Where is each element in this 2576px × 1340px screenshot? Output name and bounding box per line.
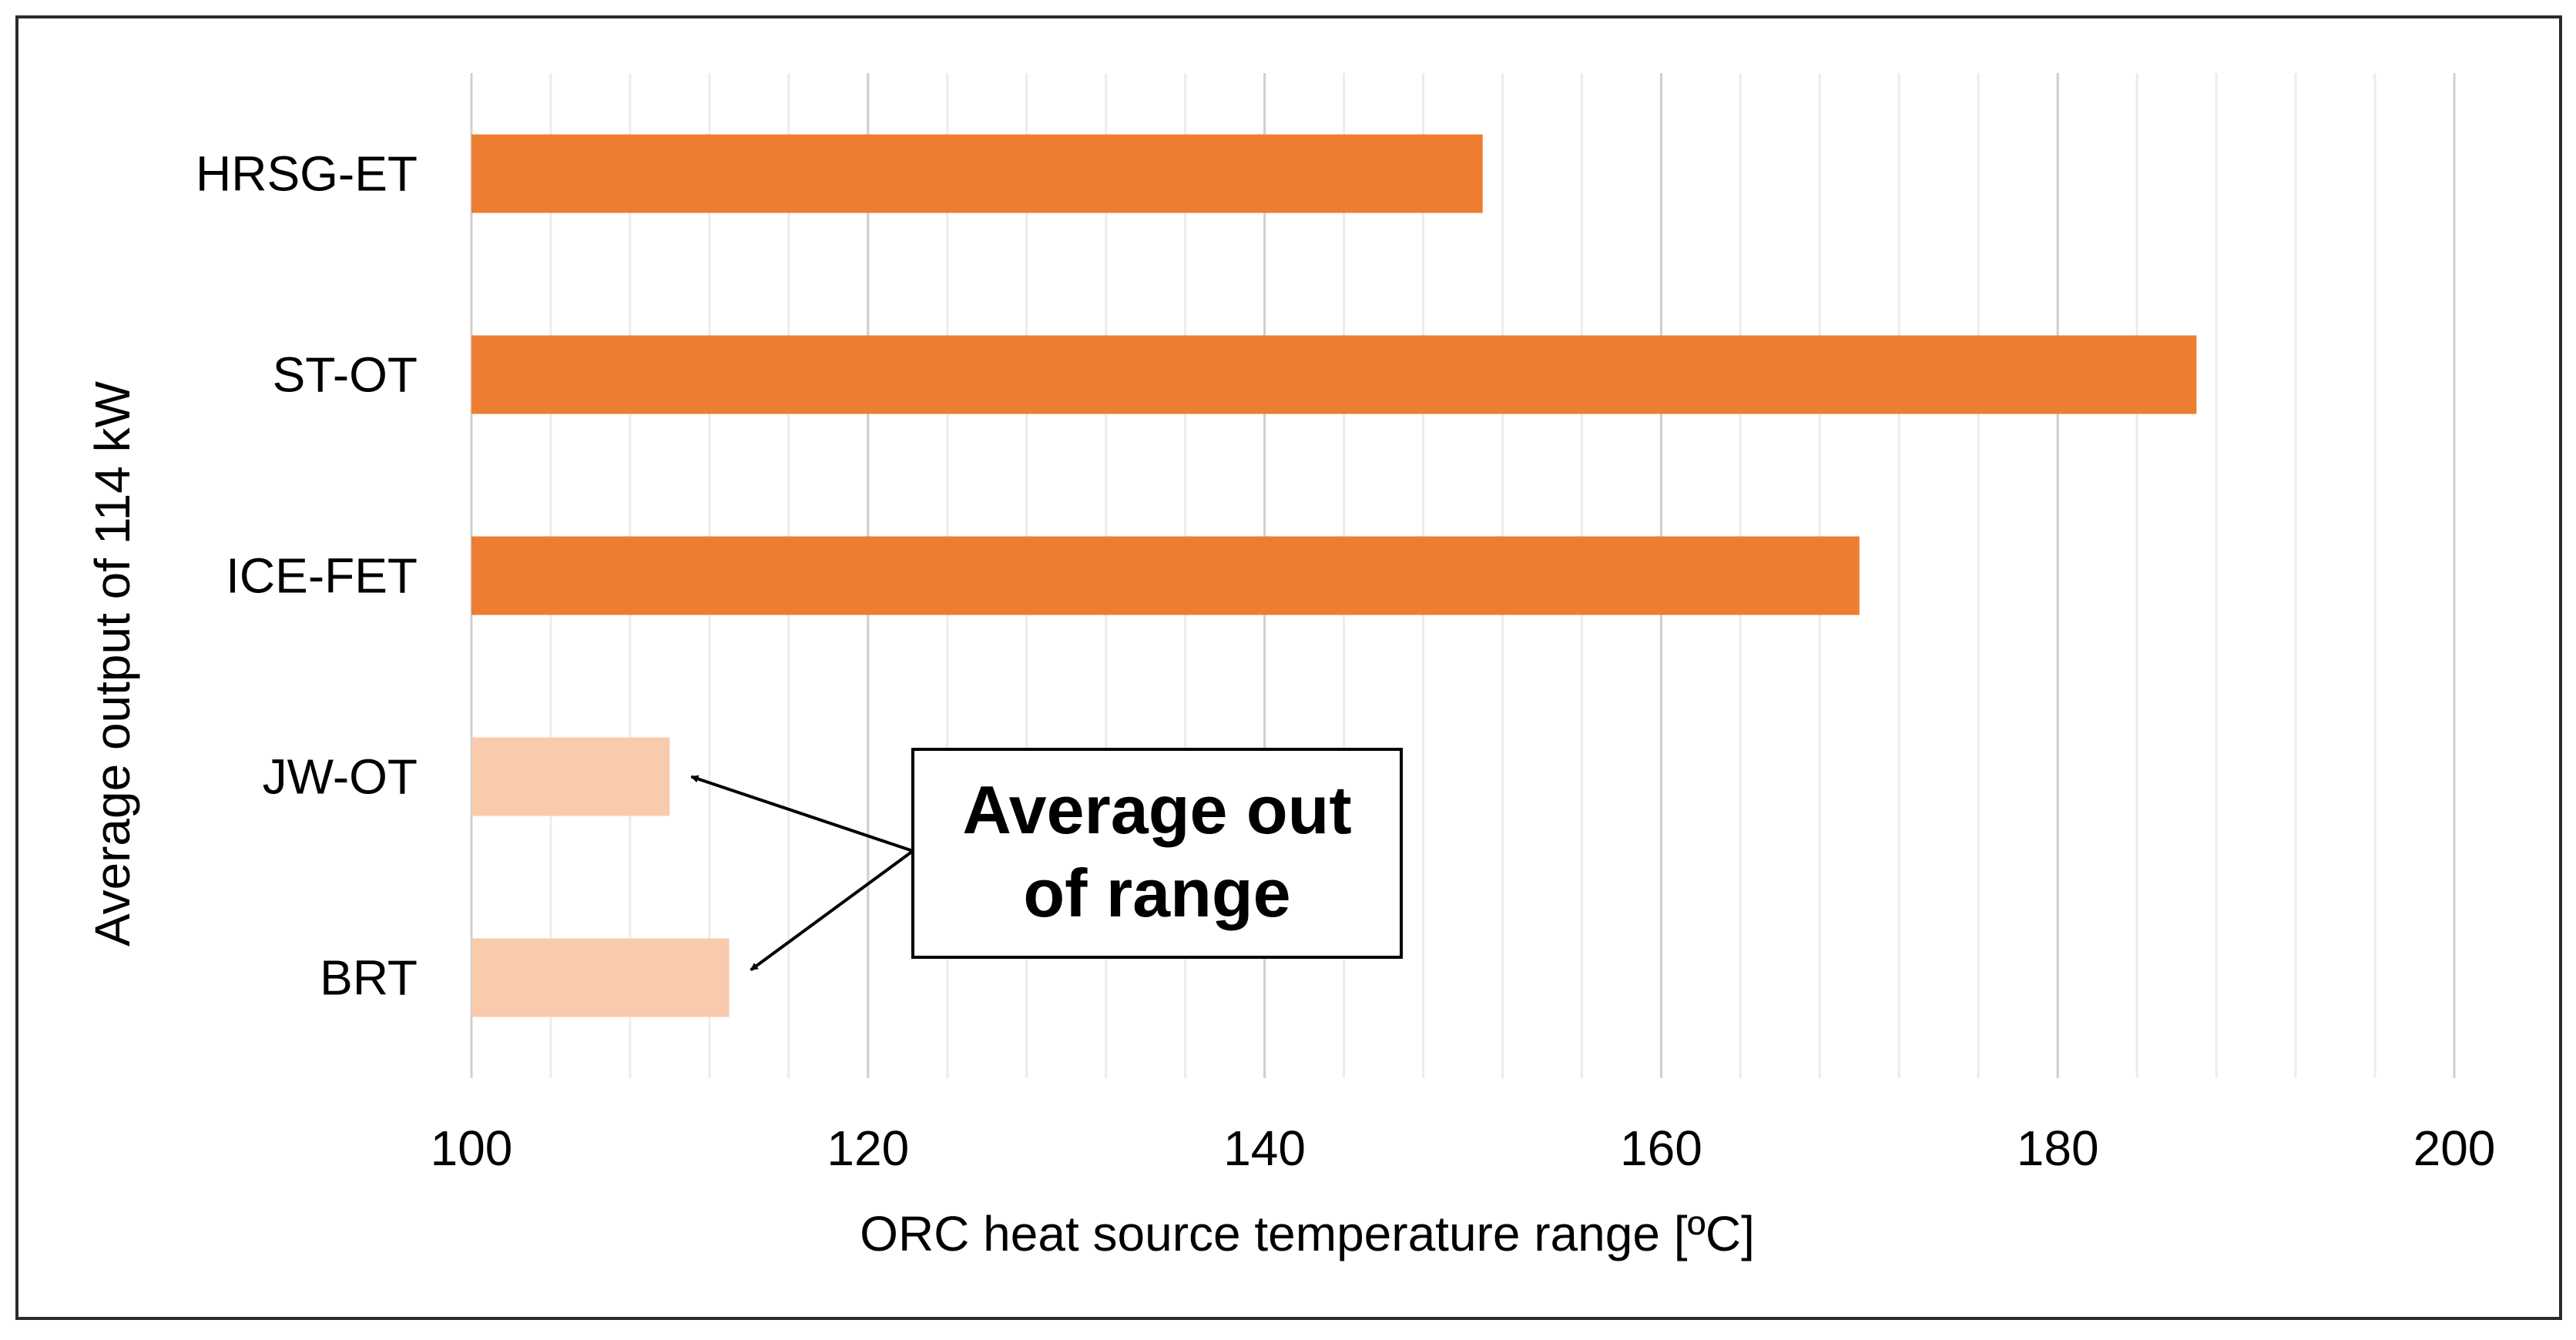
bar-hrsg-et xyxy=(471,134,1483,213)
x-tick-label-140: 140 xyxy=(1223,1121,1306,1176)
annotation-arrow-jw-ot xyxy=(690,775,914,853)
annotation-line-1: Average out xyxy=(962,772,1351,848)
y-category-label-brt: BRT xyxy=(320,950,418,1006)
annotation-box xyxy=(911,748,1403,959)
y-category-label-hrsg-et: HRSG-ET xyxy=(196,146,418,202)
annotation-line-2: of range xyxy=(1023,855,1290,931)
bar-st-ot xyxy=(471,335,2197,414)
bar-ice-fet xyxy=(471,536,1860,615)
annotation-arrow-brt xyxy=(750,849,914,972)
x-tick-label-160: 160 xyxy=(1620,1121,1702,1176)
y-category-label-ice-fet: ICE-FET xyxy=(226,548,418,604)
x-tick-label-120: 120 xyxy=(827,1121,909,1176)
bar-brt xyxy=(471,938,730,1017)
annotation: Average out of range xyxy=(690,748,1403,972)
x-axis-title: ORC heat source temperature range [ºC] xyxy=(860,1206,1755,1261)
bar-jw-ot xyxy=(471,737,670,816)
bars xyxy=(471,134,2197,1017)
y-category-label-st-ot: ST-OT xyxy=(273,347,418,403)
x-tick-label-100: 100 xyxy=(431,1121,513,1176)
x-tick-label-200: 200 xyxy=(2413,1121,2496,1176)
x-tick-label-180: 180 xyxy=(2017,1121,2099,1176)
y-category-labels: HRSG-ET ST-OT ICE-FET JW-OT BRT xyxy=(196,146,418,1006)
y-axis-title: Average output of 114 kW xyxy=(85,380,140,946)
x-tick-labels: 100 120 140 160 180 200 xyxy=(431,1121,2496,1176)
y-category-label-jw-ot: JW-OT xyxy=(263,749,418,805)
